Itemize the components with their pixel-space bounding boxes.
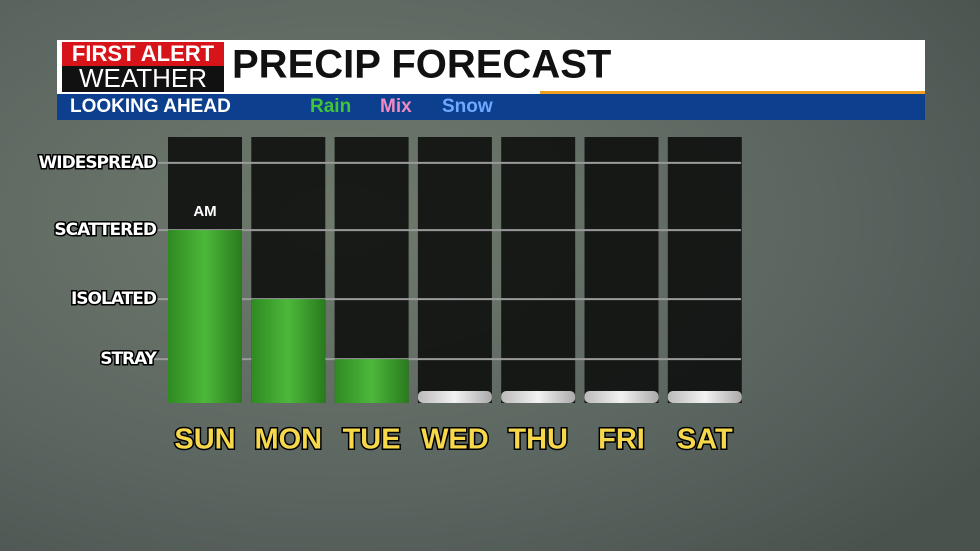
legend-entry: Mix	[380, 96, 412, 117]
subheader-bar	[57, 94, 925, 120]
x-tick-label: WED	[421, 424, 489, 456]
x-tick-label: FRI	[598, 424, 645, 456]
bar	[168, 230, 242, 403]
bar	[417, 391, 492, 403]
bar	[584, 391, 659, 403]
legend-entry: Snow	[442, 96, 493, 117]
column-panel	[667, 137, 742, 403]
header-accent	[540, 91, 925, 94]
x-tick-label: SUN	[174, 424, 235, 456]
logo-text: WEATHER	[79, 63, 207, 93]
legend-entry: Rain	[310, 96, 351, 117]
column-panel	[584, 137, 659, 403]
x-tick-label: MON	[254, 424, 322, 456]
bar	[667, 391, 742, 403]
y-tick-label: SCATTERED	[54, 220, 156, 240]
logo-bottom	[62, 66, 224, 92]
chart-title: PRECIP FORECAST	[232, 43, 611, 87]
column-panel	[501, 137, 576, 403]
x-tick-label: SAT	[677, 424, 733, 456]
x-tick-label: THU	[508, 424, 568, 456]
column-panel	[417, 137, 492, 403]
y-tick-label: STRAY	[100, 349, 157, 369]
y-tick-label: ISOLATED	[71, 289, 157, 309]
annotation: AM	[193, 203, 216, 220]
subtitle: LOOKING AHEAD	[70, 96, 231, 117]
bar	[251, 299, 326, 403]
logo-text: FIRST ALERT	[72, 41, 215, 66]
bar	[334, 359, 409, 403]
logo-top	[62, 42, 224, 66]
bar	[501, 391, 576, 403]
y-tick-label: WIDESPREAD	[39, 153, 157, 173]
x-tick-label: TUE	[343, 424, 401, 456]
